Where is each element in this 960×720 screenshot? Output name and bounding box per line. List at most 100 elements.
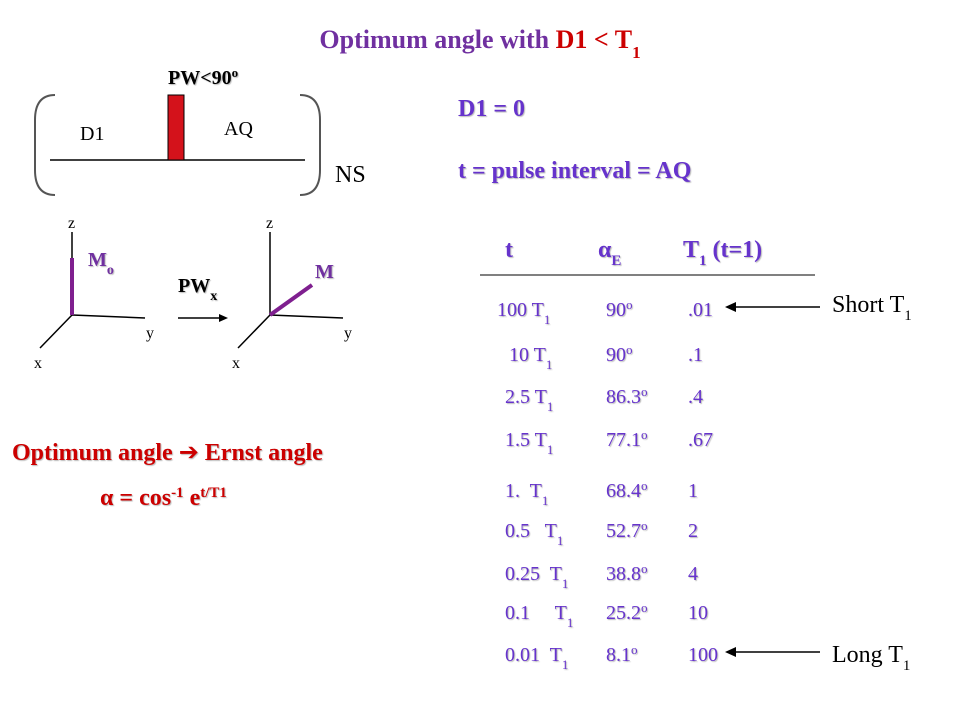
m-label: M: [315, 261, 334, 283]
row-angle: 52.7o: [606, 518, 648, 543]
row-angle: 8.1o: [606, 642, 638, 667]
row-t-sub: 1: [562, 657, 569, 672]
pwx-label: PWx: [178, 275, 217, 304]
pw-label: PW<90o: [168, 65, 238, 90]
title-highlight: D1 < T: [556, 25, 632, 54]
row-angle-sup: o: [641, 478, 648, 493]
row-t: 0.01 T1: [505, 644, 568, 672]
formula-mid: e: [184, 485, 201, 511]
row-angle: 86.3o: [606, 384, 648, 409]
row-angle: 90o: [606, 297, 633, 322]
row-t-text: 100 T: [497, 299, 544, 321]
row-angle: 77.1o: [606, 427, 648, 452]
row-angle-text: 77.1: [606, 429, 641, 451]
axis-y: y: [146, 325, 154, 342]
row-angle-sup: o: [641, 384, 648, 399]
cond-d1: D1 = 0: [458, 96, 525, 122]
long-arrowhead: [725, 647, 736, 657]
axis-x: x: [232, 355, 240, 372]
bracket-right: [299, 94, 321, 196]
header-t: t: [505, 237, 513, 263]
row-angle-text: 25.2: [606, 602, 641, 624]
short-sub: 1: [904, 308, 912, 324]
header-T1: T1 (t=1): [683, 237, 762, 269]
title-text: Optimum angle with: [319, 25, 555, 54]
row-T1: 4: [688, 563, 698, 585]
short-arrowhead: [725, 302, 736, 312]
table-header: t αE T1 (t=1): [505, 237, 762, 269]
vector-m: [268, 283, 314, 317]
short-label: Short T1: [832, 292, 912, 324]
row-T1: 100: [688, 644, 718, 666]
axis-x: x: [34, 355, 42, 372]
row-angle: 68.4o: [606, 478, 648, 503]
axis-y: y: [344, 325, 352, 342]
row-t-sub: 1: [546, 357, 553, 372]
row-t-text: 1.5 T: [505, 429, 547, 451]
cond-t: t = pulse interval = AQ: [458, 158, 691, 184]
short-text: Short T: [832, 292, 905, 318]
row-t-sub: 1: [547, 399, 554, 414]
row-t: 10 T1: [509, 344, 552, 372]
row-t-text: 10 T: [509, 344, 546, 366]
row-t-sub: 1: [562, 576, 569, 591]
title-sub: 1: [632, 43, 641, 62]
row-t-text: 2.5 T: [505, 386, 547, 408]
header-alpha: αE: [598, 237, 621, 269]
row-angle-sup: o: [626, 342, 633, 357]
alpha-text: α: [598, 237, 612, 263]
row-angle: 90o: [606, 342, 633, 367]
long-text: Long T: [832, 642, 903, 668]
pw-text: PW<90: [168, 67, 232, 89]
row-angle-text: 90: [606, 344, 626, 366]
pw-sup: o: [232, 65, 239, 80]
row-t: 1.5 T1: [505, 429, 553, 457]
row-t-text: 0.1 T: [505, 602, 567, 624]
ernst-left: Optimum angle: [12, 440, 173, 466]
mo-label: Mo: [88, 249, 114, 278]
formula-sup2: t/T1: [200, 485, 227, 501]
row-t-text: 0.01 T: [505, 644, 562, 666]
axis-z: z: [68, 215, 75, 232]
pwx-text: PW: [178, 275, 210, 297]
row-angle-sup: o: [631, 642, 638, 657]
row-t-text: 0.5 T: [505, 520, 557, 542]
row-angle: 25.2o: [606, 600, 648, 625]
ernst-arrow: ➔: [179, 438, 199, 466]
row-angle: 38.8o: [606, 561, 648, 586]
row-angle-text: 8.1: [606, 644, 631, 666]
ns-label: NS: [335, 162, 366, 188]
row-angle-text: 68.4: [606, 480, 641, 502]
row-angle-sup: o: [641, 518, 648, 533]
row-t-sub: 1: [547, 442, 554, 457]
T-sub: 1: [699, 253, 707, 269]
row-angle-sup: o: [641, 561, 648, 576]
row-angle-sup: o: [626, 297, 633, 312]
row-angle-text: 86.3: [606, 386, 641, 408]
row-t-text: 0.25 T: [505, 563, 562, 585]
row-T1: 10: [688, 602, 708, 624]
bracket-left: [34, 94, 56, 196]
row-t: 100 T1: [497, 299, 550, 327]
row-t: 0.25 T1: [505, 563, 568, 591]
mo-text: M: [88, 249, 107, 271]
row-angle-sup: o: [641, 600, 648, 615]
long-label: Long T1: [832, 642, 910, 674]
row-angle-text: 38.8: [606, 563, 641, 585]
ernst-formula: α = cos-1 et/T1: [100, 485, 227, 511]
pwx-sub: x: [210, 289, 217, 304]
ernst-right: Ernst angle: [205, 440, 323, 466]
d1-label: D1: [80, 123, 104, 145]
axis-z: z: [266, 215, 273, 232]
row-t-sub: 1: [544, 312, 551, 327]
row-t: 1. T1: [505, 480, 548, 508]
T-rest: (t=1): [707, 237, 763, 263]
row-T1: .1: [688, 344, 703, 366]
row-t-text: 1. T: [505, 480, 542, 502]
row-T1: 1: [688, 480, 698, 502]
ernst-line: Optimum angle ➔ Ernst angle: [12, 438, 323, 466]
row-T1: 2: [688, 520, 698, 542]
aq-label: AQ: [224, 118, 253, 140]
row-angle-sup: o: [641, 427, 648, 442]
